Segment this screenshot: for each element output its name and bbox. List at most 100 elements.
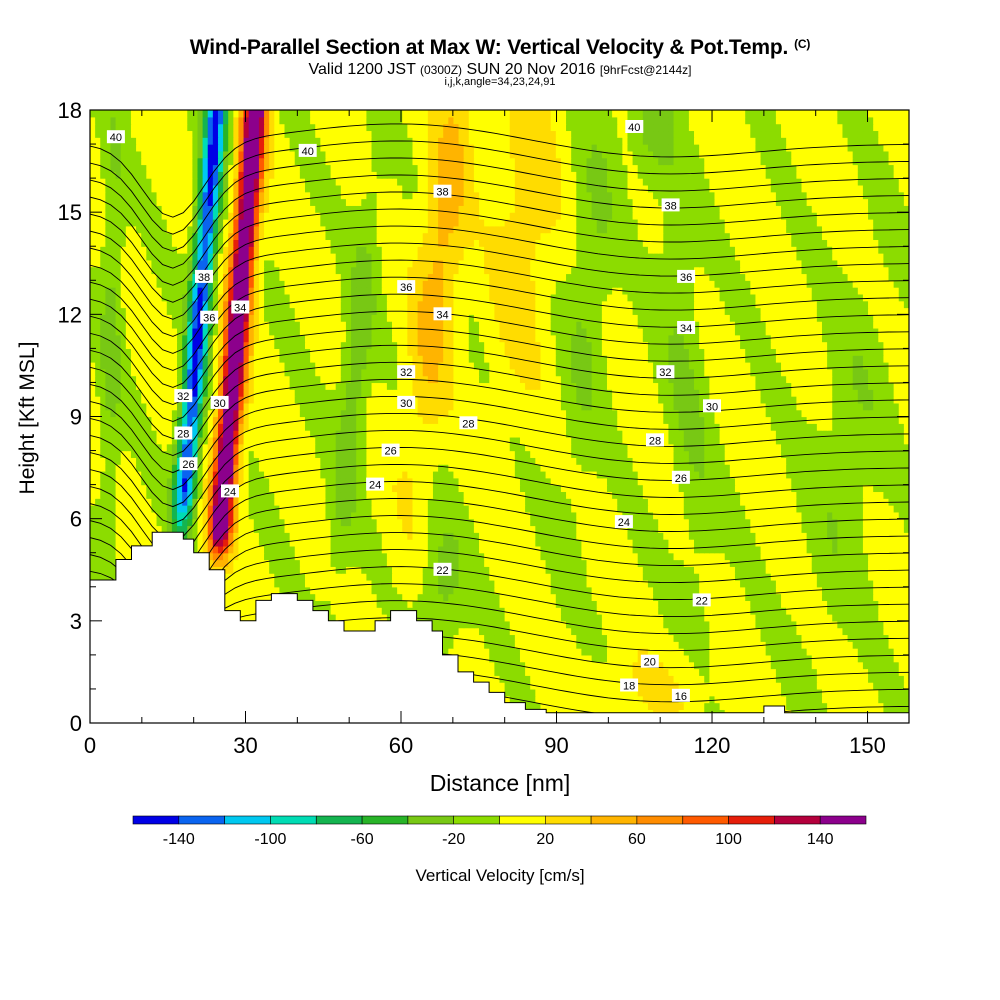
velocity-cell [673, 641, 680, 649]
velocity-cell [351, 552, 357, 561]
velocity-cell [612, 641, 618, 649]
velocity-cell [238, 505, 245, 513]
velocity-cell [361, 545, 368, 554]
velocity-cell [258, 518, 265, 527]
velocity-cell [550, 614, 557, 622]
velocity-cell [699, 675, 705, 683]
velocity-cell [407, 539, 414, 547]
velocity-cell [647, 573, 654, 581]
velocity-cell [223, 539, 229, 547]
velocity-cell [555, 559, 562, 567]
velocity-cell [376, 518, 383, 527]
velocity-cell [898, 682, 905, 690]
velocity-cell [719, 620, 726, 629]
velocity-cell [868, 573, 874, 581]
velocity-cell [842, 661, 849, 670]
velocity-cell [750, 675, 757, 683]
velocity-cell [811, 641, 818, 649]
velocity-cell [130, 532, 137, 540]
velocity-cell [663, 566, 670, 574]
velocity-cell [115, 505, 122, 513]
velocity-cell [653, 573, 659, 581]
velocity-cell [750, 511, 757, 520]
velocity-cell [847, 518, 854, 527]
velocity-cell [888, 641, 895, 649]
velocity-cell [740, 539, 746, 547]
velocity-cell [468, 573, 475, 581]
velocity-cell [827, 688, 833, 697]
velocity-cell [653, 552, 659, 561]
velocity-cell [555, 620, 562, 629]
velocity-cell [663, 648, 670, 656]
velocity-cell [714, 539, 721, 547]
velocity-cell [873, 593, 879, 601]
velocity-cell [699, 661, 705, 670]
velocity-cell [786, 661, 792, 670]
velocity-cell [678, 593, 685, 601]
velocity-cell [847, 688, 854, 697]
velocity-cell [427, 552, 434, 561]
velocity-cell [755, 559, 762, 567]
velocity-cell [555, 545, 562, 554]
velocity-cell [653, 532, 659, 540]
velocity-cell [653, 586, 659, 595]
velocity-cell [734, 627, 741, 636]
velocity-cell [146, 532, 153, 540]
velocity-cell [796, 688, 803, 697]
velocity-cell [596, 641, 603, 649]
velocity-cell [816, 552, 823, 561]
velocity-cell [381, 525, 388, 533]
velocity-cell [627, 634, 634, 642]
velocity-cell [566, 511, 572, 520]
velocity-cell [484, 586, 490, 595]
velocity-cell [719, 682, 726, 690]
velocity-cell [540, 579, 547, 588]
velocity-cell [443, 552, 449, 561]
velocity-cell [386, 586, 393, 595]
velocity-cell [632, 668, 639, 676]
velocity-cell [653, 579, 659, 588]
velocity-cell [837, 614, 844, 622]
velocity-cell [760, 511, 767, 520]
velocity-cell [146, 511, 153, 520]
velocity-cell [647, 552, 654, 561]
velocity-cell [668, 593, 675, 601]
velocity-cell [560, 641, 567, 649]
velocity-cell [397, 552, 403, 561]
velocity-cell [647, 695, 654, 704]
velocity-cell [596, 614, 603, 622]
velocity-cell [586, 607, 593, 615]
velocity-cell [514, 688, 521, 697]
velocity-cell [110, 532, 117, 540]
velocity-cell [760, 552, 767, 561]
velocity-cell [888, 539, 895, 547]
velocity-cell [694, 654, 700, 663]
velocity-cell [432, 525, 439, 533]
velocity-cell [381, 539, 388, 547]
velocity-cell [694, 688, 700, 697]
velocity-cell [842, 620, 849, 629]
velocity-cell [177, 505, 183, 513]
velocity-cell [637, 648, 644, 656]
velocity-cell [576, 682, 582, 690]
velocity-cell [842, 525, 849, 533]
velocity-cell [258, 566, 265, 574]
velocity-cell [397, 600, 403, 608]
velocity-cell [714, 675, 721, 683]
velocity-cell [796, 511, 803, 520]
velocity-cell [770, 607, 777, 615]
velocity-cell [438, 518, 444, 527]
velocity-cell [668, 545, 675, 554]
velocity-cell [248, 614, 255, 622]
velocity-cell [284, 559, 291, 567]
velocity-cell [883, 675, 890, 683]
velocity-cell [494, 593, 501, 601]
velocity-cell [683, 573, 690, 581]
velocity-cell [509, 545, 516, 554]
velocity-cell [632, 559, 639, 567]
velocity-cell [581, 668, 588, 676]
velocity-cell [453, 539, 460, 547]
velocity-cell [632, 511, 639, 520]
velocity-cell [704, 518, 710, 527]
velocity-cell [519, 641, 526, 649]
